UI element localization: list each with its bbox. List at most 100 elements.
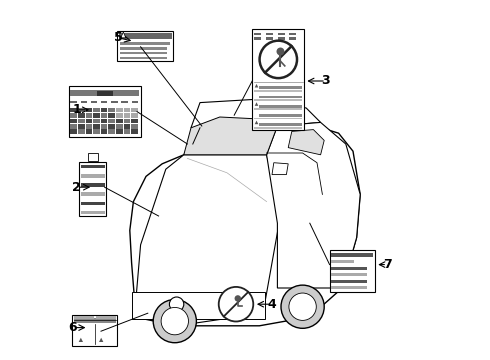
- Polygon shape: [288, 130, 324, 155]
- Polygon shape: [255, 84, 258, 87]
- Bar: [81, 174, 104, 177]
- Bar: [131, 130, 138, 134]
- Bar: [122, 101, 128, 103]
- Circle shape: [235, 295, 241, 302]
- Bar: [119, 33, 172, 39]
- Polygon shape: [130, 122, 360, 326]
- Bar: [254, 117, 301, 120]
- Text: 1: 1: [72, 103, 81, 116]
- Bar: [78, 113, 85, 118]
- Bar: [331, 286, 367, 289]
- Text: 6: 6: [69, 321, 77, 334]
- Bar: [331, 273, 367, 276]
- Bar: [266, 33, 273, 35]
- Bar: [116, 108, 122, 112]
- Bar: [132, 292, 265, 319]
- Bar: [88, 153, 98, 161]
- Bar: [254, 108, 301, 110]
- Bar: [266, 37, 273, 40]
- Polygon shape: [135, 155, 281, 326]
- Bar: [74, 316, 94, 319]
- Bar: [93, 124, 100, 129]
- Bar: [78, 130, 85, 134]
- Bar: [111, 101, 118, 103]
- Bar: [69, 86, 141, 137]
- Bar: [93, 113, 100, 118]
- Bar: [331, 253, 373, 257]
- Bar: [101, 130, 107, 134]
- Polygon shape: [272, 163, 288, 175]
- Bar: [81, 193, 104, 196]
- Bar: [70, 90, 139, 96]
- Polygon shape: [184, 117, 277, 155]
- Bar: [81, 183, 104, 186]
- Bar: [93, 130, 100, 134]
- Bar: [116, 130, 122, 134]
- Bar: [86, 124, 92, 129]
- Bar: [289, 33, 296, 35]
- Bar: [131, 119, 138, 123]
- Bar: [108, 130, 115, 134]
- Polygon shape: [267, 122, 360, 288]
- Bar: [78, 119, 85, 123]
- Bar: [131, 113, 138, 118]
- Bar: [71, 130, 77, 134]
- Bar: [80, 101, 87, 103]
- Bar: [123, 113, 130, 118]
- Bar: [132, 101, 138, 103]
- Text: 7: 7: [383, 258, 392, 271]
- Circle shape: [161, 307, 189, 335]
- Bar: [254, 99, 301, 101]
- Bar: [93, 119, 100, 123]
- Text: 3: 3: [322, 75, 330, 87]
- Bar: [81, 165, 104, 168]
- Bar: [277, 37, 285, 40]
- Bar: [254, 90, 301, 92]
- Bar: [331, 260, 354, 263]
- Bar: [121, 42, 170, 45]
- Bar: [259, 95, 301, 98]
- Bar: [331, 280, 367, 283]
- Bar: [117, 31, 173, 61]
- Bar: [108, 113, 115, 118]
- Bar: [259, 114, 301, 117]
- Bar: [86, 130, 92, 134]
- Text: 5: 5: [114, 31, 122, 44]
- Bar: [277, 33, 285, 35]
- Polygon shape: [79, 338, 83, 342]
- Circle shape: [289, 293, 316, 320]
- Bar: [71, 113, 77, 118]
- Bar: [123, 108, 130, 112]
- Circle shape: [219, 287, 253, 321]
- Bar: [121, 52, 167, 54]
- Circle shape: [281, 285, 324, 328]
- Circle shape: [153, 300, 196, 343]
- Bar: [72, 315, 117, 346]
- Bar: [116, 119, 122, 123]
- Bar: [116, 124, 122, 129]
- Bar: [97, 91, 113, 96]
- Bar: [131, 108, 138, 112]
- Bar: [252, 29, 304, 130]
- Bar: [71, 119, 77, 123]
- Bar: [74, 318, 116, 323]
- Bar: [121, 47, 167, 50]
- Bar: [86, 113, 92, 118]
- Bar: [101, 108, 107, 112]
- Bar: [108, 108, 115, 112]
- Bar: [259, 105, 301, 108]
- Bar: [121, 57, 167, 59]
- Bar: [78, 124, 85, 129]
- Bar: [289, 37, 296, 40]
- Bar: [101, 101, 107, 103]
- Bar: [108, 119, 115, 123]
- Bar: [330, 250, 374, 292]
- Bar: [254, 33, 261, 35]
- Bar: [81, 211, 104, 214]
- Text: 2: 2: [72, 181, 81, 194]
- Bar: [71, 124, 77, 129]
- Bar: [131, 124, 138, 129]
- Bar: [116, 113, 122, 118]
- Bar: [254, 37, 261, 40]
- Bar: [71, 108, 77, 112]
